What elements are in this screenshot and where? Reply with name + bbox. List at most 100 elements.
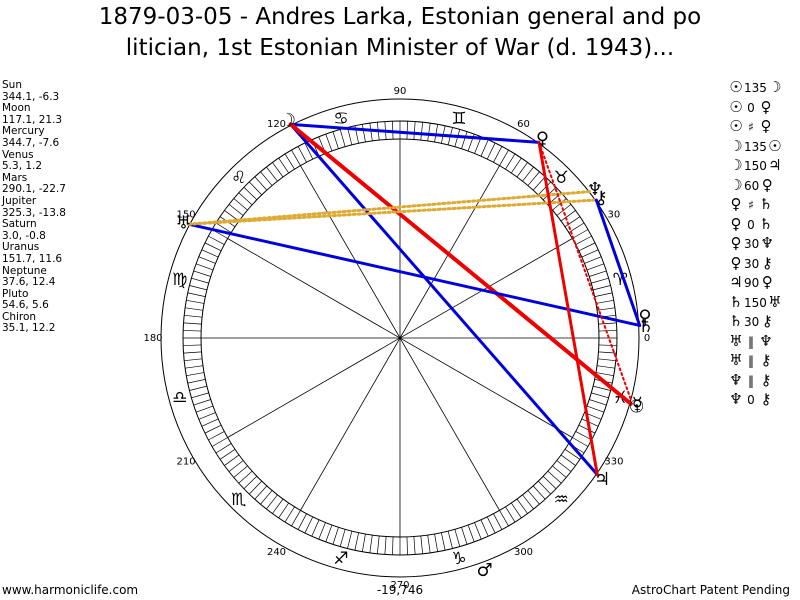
aspect-value: 135 [744,139,767,154]
aspect-value: 90 [744,276,760,290]
aspect-glyph: ⚷ [760,390,772,408]
degree-tick [318,522,326,540]
degree-tick [201,418,219,427]
degree-tick [193,270,211,277]
aspect-line [289,122,599,477]
degree-label: 90 [394,86,407,97]
zodiac-sign-glyph: ♑ [451,549,466,569]
degree-tick [392,121,394,140]
degree-tick [454,529,461,547]
degree-tick [510,502,522,519]
planet-coords: 3.0, -0.8 [2,229,46,242]
degree-tick [304,516,314,534]
degree-tick [219,448,236,460]
degree-tick [434,533,439,552]
aspect-glyph: ♀ [761,273,773,291]
degree-tick [369,123,373,141]
degree-label: 0 [644,333,650,344]
degree-tick [369,535,373,553]
chart-title: 1879-03-05 - Andres Larka, Estonian gene… [0,2,800,64]
aspect-value: 150 [744,295,767,310]
body-glyph: ☿ [632,394,643,415]
degree-tick [224,210,240,222]
degree-tick [311,519,320,537]
degree-label: 150 [177,210,196,221]
degree-tick [593,285,611,291]
planet-name: Chiron [2,310,37,323]
degree-tick [332,131,339,149]
degree-tick [376,535,380,554]
aspect-glyph: ☉ [729,78,743,96]
body-glyph: ♂ [476,560,492,581]
aspect-row: ☽150♃ [728,156,800,176]
degree-tick [254,485,268,500]
aspect-glyph: ⚷ [761,253,773,272]
planet-coords: 37.6, 12.4 [2,276,56,289]
degree-tick [215,222,232,233]
degree-tick [278,157,290,174]
aspect-value: 30 [744,256,760,271]
outer-ring [160,98,640,578]
aspect-glyph: ♀ [730,253,742,272]
degree-tick [211,437,228,447]
degree-tick [228,204,244,216]
aspect-list: ☉135☽ ☉ 0 ♀ ☉ ♯ ♀ ☽135☉ ☽150♃ ☽60 ♀ ♀ ♯ ♄ ♀ 0 ♄ ♀ 30♆ ♀ 30 ⚷ ♃… [728,78,800,410]
degree-tick [361,124,366,143]
degree-tick [493,513,503,530]
degree-tick [354,532,359,551]
body-glyph: ⚷ [595,188,608,209]
degree-tick [189,385,207,391]
aspect-line [537,140,599,477]
degree-tick [575,235,592,245]
degree-tick [184,358,203,362]
degree-tick [195,263,214,271]
degree-tick [584,256,602,264]
aspect-row: ♀ 30♆ [728,234,800,254]
aspect-glyph: ♀ [760,117,772,135]
degree-tick [332,527,339,545]
planet-coords: 344.1, -6.3 [2,90,60,103]
degree-tick [572,437,589,447]
degree-tick [195,405,214,413]
aspect-row: ♅ ‖ ♆ [728,332,800,352]
degree-tick [560,210,576,222]
body-glyph: ♆ [587,179,603,200]
degree-tick [325,133,333,152]
degree-tick [198,256,216,264]
aspect-glyph: ♀ [760,97,772,116]
degree-label: 30 [608,210,621,221]
degree-tick [595,372,614,377]
degree-tick [272,498,284,514]
degree-tick [284,153,295,170]
degree-tick [532,176,546,191]
planet-name: Pluto [2,287,29,300]
degree-tick [547,470,562,484]
body-glyph: ♀ [536,128,549,149]
planet-name: Uranus [2,241,40,254]
aspect-row: ♄30 ⚷ [728,312,800,332]
zodiac-sign-glyph: ♋ [333,109,348,129]
degree-tick [198,412,216,420]
degree-tick [593,385,611,391]
degree-label: 240 [267,547,286,558]
degree-label: 120 [267,119,286,130]
footer-value: -19,746 [376,583,424,597]
degree-tick [581,418,599,427]
aspect-line [594,198,642,327]
aspect-row: ☽135☉ [728,137,800,157]
aspect-glyph: ♄ [729,312,743,330]
planet-coords: 35.1, 12.2 [2,322,56,335]
degree-tick [413,536,416,555]
aspect-value: ‖ [748,354,754,368]
degree-tick [480,139,489,157]
planet-coords: 325.3, -13.8 [2,206,66,219]
degree-tick [187,379,206,384]
degree-tick [499,149,509,166]
aspect-glyph: ♀ [761,175,773,194]
degree-tick [537,181,551,196]
degree-tick [522,166,534,182]
degree-tick [597,358,616,362]
degree-tick [586,263,605,271]
degree-tick [187,292,206,297]
degree-tick [564,216,581,228]
